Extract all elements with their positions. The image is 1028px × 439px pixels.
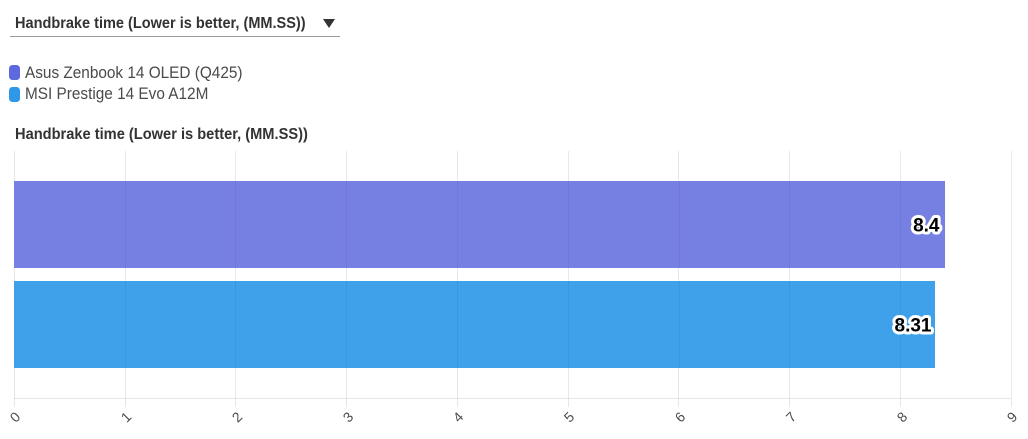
svg-text:8.31: 8.31: [895, 316, 932, 337]
svg-text:8.4: 8.4: [913, 216, 940, 237]
